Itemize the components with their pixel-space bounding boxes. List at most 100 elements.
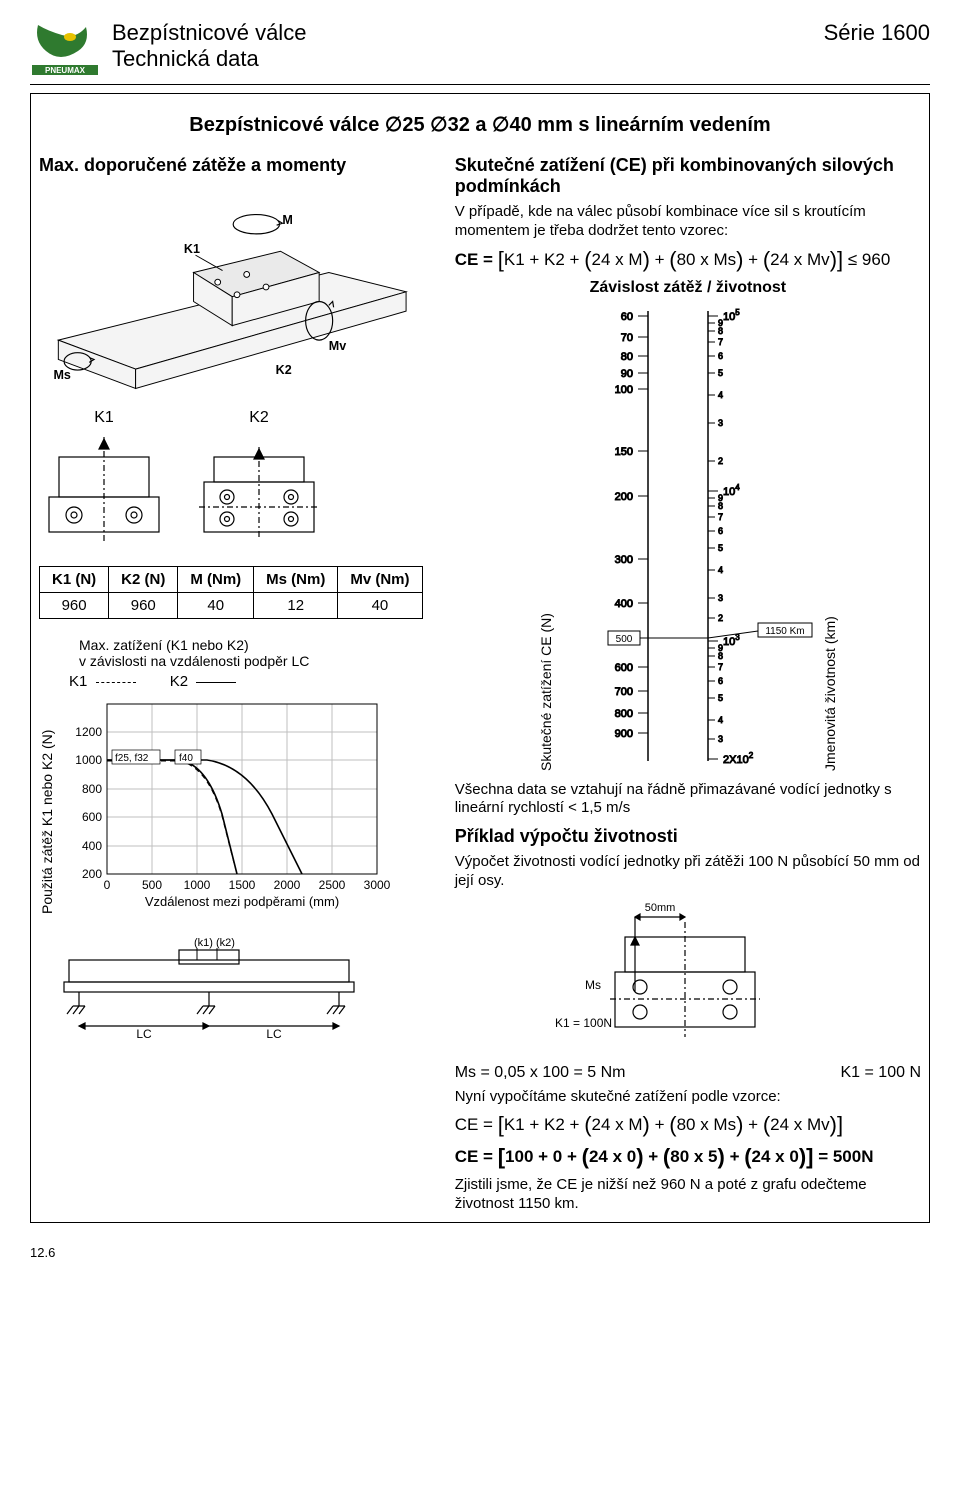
svg-text:200: 200 [82,867,102,881]
svg-text:K1 = 100N: K1 = 100N [555,1016,612,1030]
calc-ms: Ms = 0,05 x 100 = 5 Nm [455,1064,626,1082]
svg-text:f25, f32: f25, f32 [115,753,149,764]
page-title-1: Bezpístnicové válce [112,20,812,46]
svg-text:f40: f40 [179,753,193,764]
svg-text:100: 100 [615,384,633,396]
support-diagram: (k1) (k2) LC LC [39,930,379,1040]
chart-title-2: v závislosti na vzdálenosti podpěr LC [79,653,309,669]
svg-text:2X102: 2X102 [723,751,754,766]
svg-text:500: 500 [142,878,162,892]
svg-text:M: M [282,213,292,227]
svg-text:4: 4 [718,390,723,400]
svg-text:7: 7 [718,662,723,672]
page-number: 12.6 [30,1245,930,1260]
svg-text:1150 Km: 1150 Km [765,626,804,637]
svg-text:300: 300 [615,554,633,566]
svg-text:5: 5 [718,368,723,378]
k2-view [189,427,329,547]
svg-text:3: 3 [718,593,723,603]
calc-line2: CE = [100 + 0 + (24 x 0) + (80 x 5) + (2… [455,1144,921,1170]
svg-text:8: 8 [718,501,723,511]
subtitle: Bezpístnicové válce ∅25 ∅32 a ∅40 mm s l… [39,112,921,137]
svg-text:1200: 1200 [75,725,102,739]
svg-text:LC: LC [136,1027,152,1040]
svg-text:50mm: 50mm [644,902,675,914]
svg-text:1500: 1500 [229,878,256,892]
svg-text:5: 5 [718,543,723,553]
svg-text:LC: LC [266,1027,282,1040]
svg-text:800: 800 [82,782,102,796]
svg-text:8: 8 [718,651,723,661]
k1-label: K1 [39,409,169,427]
svg-text:900: 900 [615,728,633,740]
calc-line1: CE = [K1 + K2 + (24 x M) + (80 x Ms) + (… [455,1112,921,1138]
ce-heading: Skutečné zatížení (CE) při kombinovaných… [455,155,921,197]
svg-text:80: 80 [621,351,633,363]
moments-table: K1 (N) K2 (N) M (Nm) Ms (Nm) Mv (Nm) 960… [39,566,423,619]
svg-text:5: 5 [718,693,723,703]
svg-text:60: 60 [621,311,633,323]
svg-text:2000: 2000 [274,878,301,892]
nomogram: 60 70 80 90 100 150 200 300 400 500 600 … [558,301,818,771]
nomogram-right-axis-label: Jmenovitá životnost (km) [822,301,838,771]
svg-text:70: 70 [621,332,633,344]
svg-text:7: 7 [718,337,723,347]
svg-text:8: 8 [718,326,723,336]
svg-text:105: 105 [723,308,740,323]
svg-text:6: 6 [718,351,723,361]
svg-text:K1: K1 [184,242,200,256]
svg-text:200: 200 [615,491,633,503]
svg-text:500: 500 [616,634,633,645]
svg-text:6: 6 [718,676,723,686]
example-heading: Příklad výpočtu životnosti [455,826,921,847]
cylinder-isometric-drawing: M K1 Mv K2 Ms [39,182,445,397]
svg-text:0: 0 [104,878,111,892]
svg-text:400: 400 [82,839,102,853]
svg-text:Vzdálenost mezi podpěrami (mm): Vzdálenost mezi podpěrami (mm) [145,894,339,909]
svg-text:1000: 1000 [75,753,102,767]
brand-logo: PNEUMAX [30,20,100,78]
svg-text:600: 600 [82,810,102,824]
legend-k1: K1 [69,673,87,690]
page-title-2: Technická data [112,46,812,72]
svg-text:3: 3 [718,418,723,428]
svg-text:Ms: Ms [53,368,70,382]
calc-intro: Nyní vypočítáme skutečné zatížení podle … [455,1088,921,1107]
legend-k2: K2 [170,673,188,690]
svg-text:400: 400 [615,598,633,610]
k1-view [39,427,169,547]
svg-text:1000: 1000 [184,878,211,892]
svg-text:104: 104 [723,483,740,498]
ce-intro: V případě, kde na válec působí kombinace… [455,203,921,241]
svg-text:7: 7 [718,512,723,522]
svg-text:4: 4 [718,565,723,575]
note-text: Všechna data se vztahují na řádně přimaz… [455,781,921,819]
k2-label: K2 [189,409,329,427]
svg-text:Ms: Ms [585,978,601,992]
svg-text:600: 600 [615,662,633,674]
svg-text:2: 2 [718,613,723,623]
svg-text:150: 150 [615,446,633,458]
max-moments-heading: Max. doporučené zátěže a momenty [39,155,445,176]
svg-text:3000: 3000 [364,878,391,892]
svg-text:800: 800 [615,708,633,720]
svg-text:4: 4 [718,715,723,725]
calc-tail: Zjistili jsme, že CE je nižší než 960 N … [455,1176,921,1214]
calc-k1: K1 = 100 N [841,1064,922,1082]
svg-text:6: 6 [718,526,723,536]
example-body: Výpočet životnosti vodící jednotky při z… [455,853,921,891]
svg-text:K2: K2 [276,363,292,377]
svg-text:90: 90 [621,368,633,380]
ce-formula: CE = [K1 + K2 + (24 x M) + (80 x Ms) + (… [455,247,921,273]
svg-text:Mv: Mv [329,339,346,353]
nomogram-title: Závislost zátěž / životnost [455,279,921,297]
svg-text:700: 700 [615,686,633,698]
svg-text:3: 3 [718,734,723,744]
svg-text:2: 2 [718,456,723,466]
chart-ylabel: Použitá zátěž K1 nebo K2 (N) [39,694,55,914]
svg-text:(k1) (k2): (k1) (k2) [194,937,235,949]
load-vs-distance-chart: 200 400 600 800 1000 1200 0 500 1000 150… [57,694,397,914]
nomogram-left-axis-label: Skutečné zatížení CE (N) [538,301,554,771]
series-label: Série 1600 [824,20,930,46]
svg-text:PNEUMAX: PNEUMAX [45,66,86,75]
